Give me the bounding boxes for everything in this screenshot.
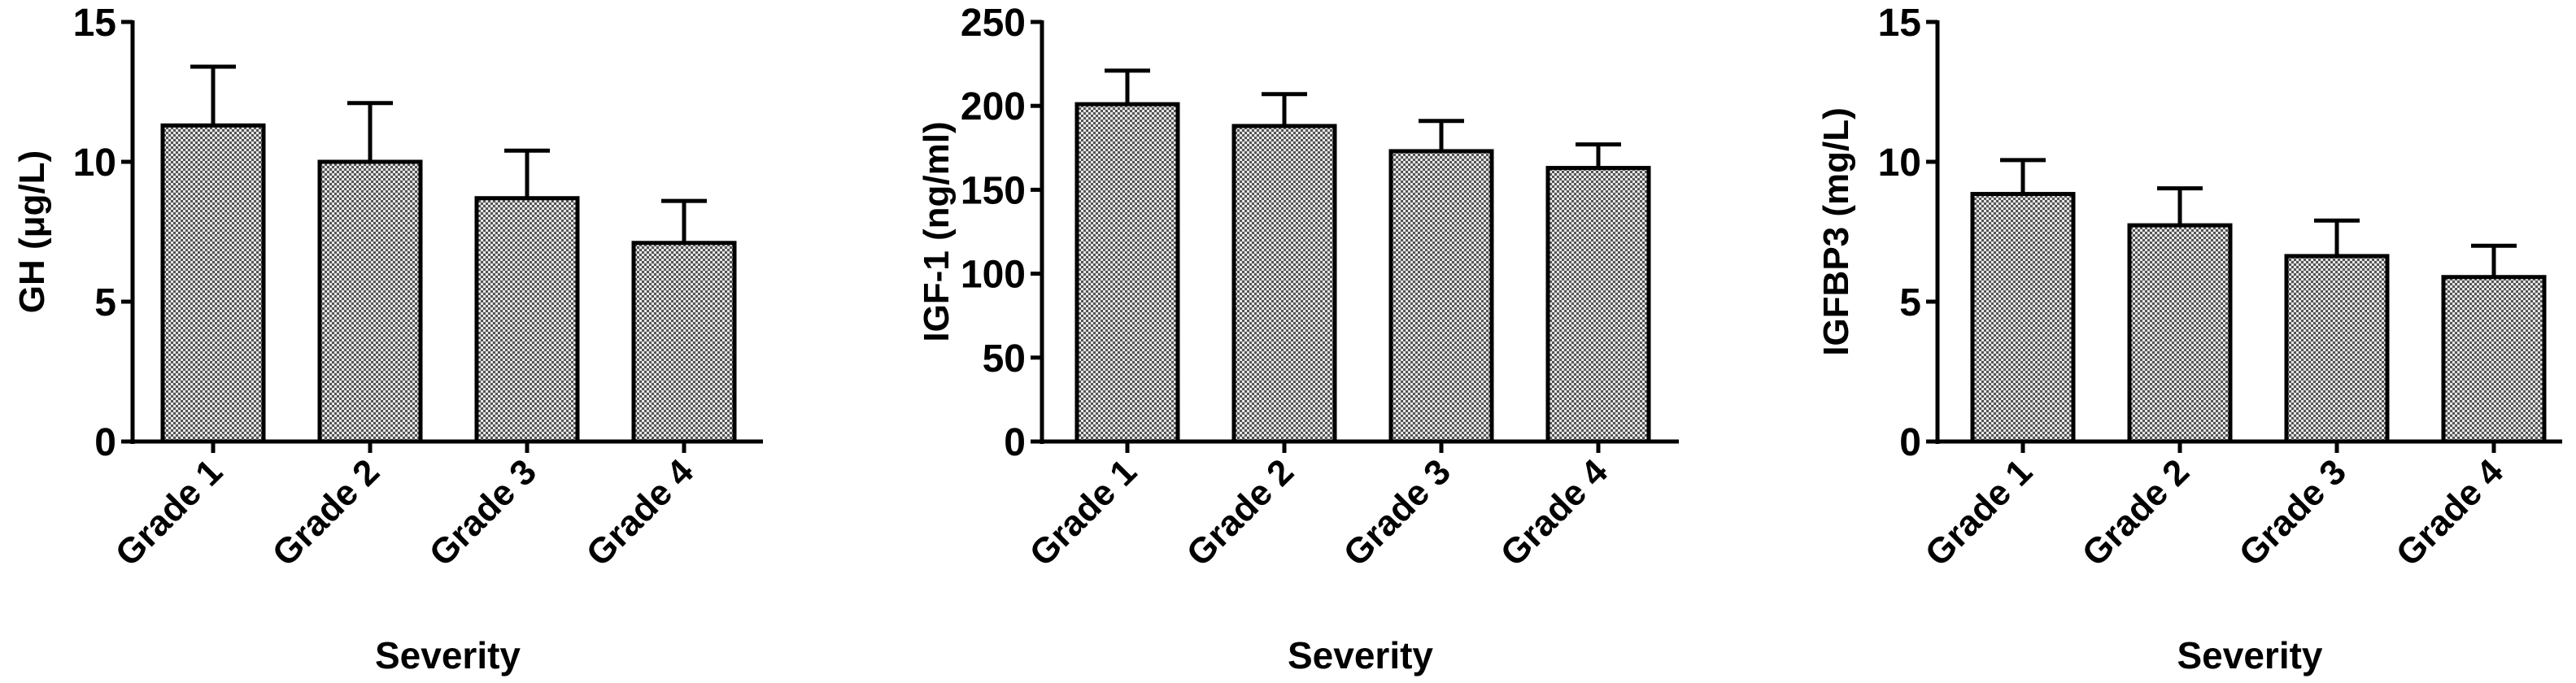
category-label: Grade 2 [265,451,388,574]
bar [2127,223,2233,444]
y-tick-label: 5 [94,281,116,324]
y-tick-label: 250 [961,2,1026,45]
bar [1231,124,1337,444]
y-tick-label: 150 [961,169,1026,212]
y-tick-label: 5 [1899,281,1921,324]
category-label: Grade 1 [108,451,231,574]
y-tick-label: 50 [983,337,1026,381]
y-tick-label: 10 [1878,141,1921,185]
category-label: Grade 2 [1179,451,1302,574]
bar [2284,254,2390,444]
y-tick-label: 200 [961,85,1026,128]
y-tick-label: 0 [1899,421,1921,464]
category-label: Grade 1 [1918,451,2041,574]
y-tick-label: 15 [73,2,116,45]
x-axis-label: Severity [375,634,521,676]
bar [1970,192,2076,444]
x-axis-label: Severity [2177,634,2322,676]
bar [2441,275,2547,444]
x-axis-label: Severity [1288,634,1433,676]
category-label: Grade 4 [579,451,702,574]
y-axis-label: IGFBP3 (mg/L) [1816,107,1856,356]
y-tick-label: 0 [1004,421,1026,464]
category-label: Grade 1 [1022,451,1145,574]
chart-panel-3: 0 5 10 15 IGFBP3 (mg/L) Grade 1 Grade 2 Grade 3… [1816,2,2562,676]
bar [1545,166,1651,444]
category-label: Grade 3 [2232,451,2355,574]
bar [474,196,580,444]
y-axis-label: GH (μg/L) [12,150,52,313]
y-tick-label: 15 [1878,2,1921,45]
bar [631,241,737,444]
category-label: Grade 4 [1493,451,1616,574]
y-tick-label: 100 [961,254,1026,297]
y-tick-label: 0 [94,421,116,464]
category-label: Grade 2 [2075,451,2198,574]
bar [1388,149,1494,444]
chart-panel-1: 0 5 10 15 GH (μg/L) Grade 1 Grade 2 Grade 3 Grad… [12,2,763,676]
bar [160,123,266,444]
chart-panel-2: 0 50 100 150 200 250 IGF-1 (ng/ml) Grade 1 Grade… [917,2,1679,676]
category-label: Grade 3 [422,451,545,574]
y-axis-label: IGF-1 (ng/ml) [917,121,957,342]
y-tick-label: 10 [73,141,116,185]
bar [317,159,423,444]
category-label: Grade 4 [2389,451,2512,574]
category-label: Grade 3 [1336,451,1459,574]
bar [1074,102,1180,444]
